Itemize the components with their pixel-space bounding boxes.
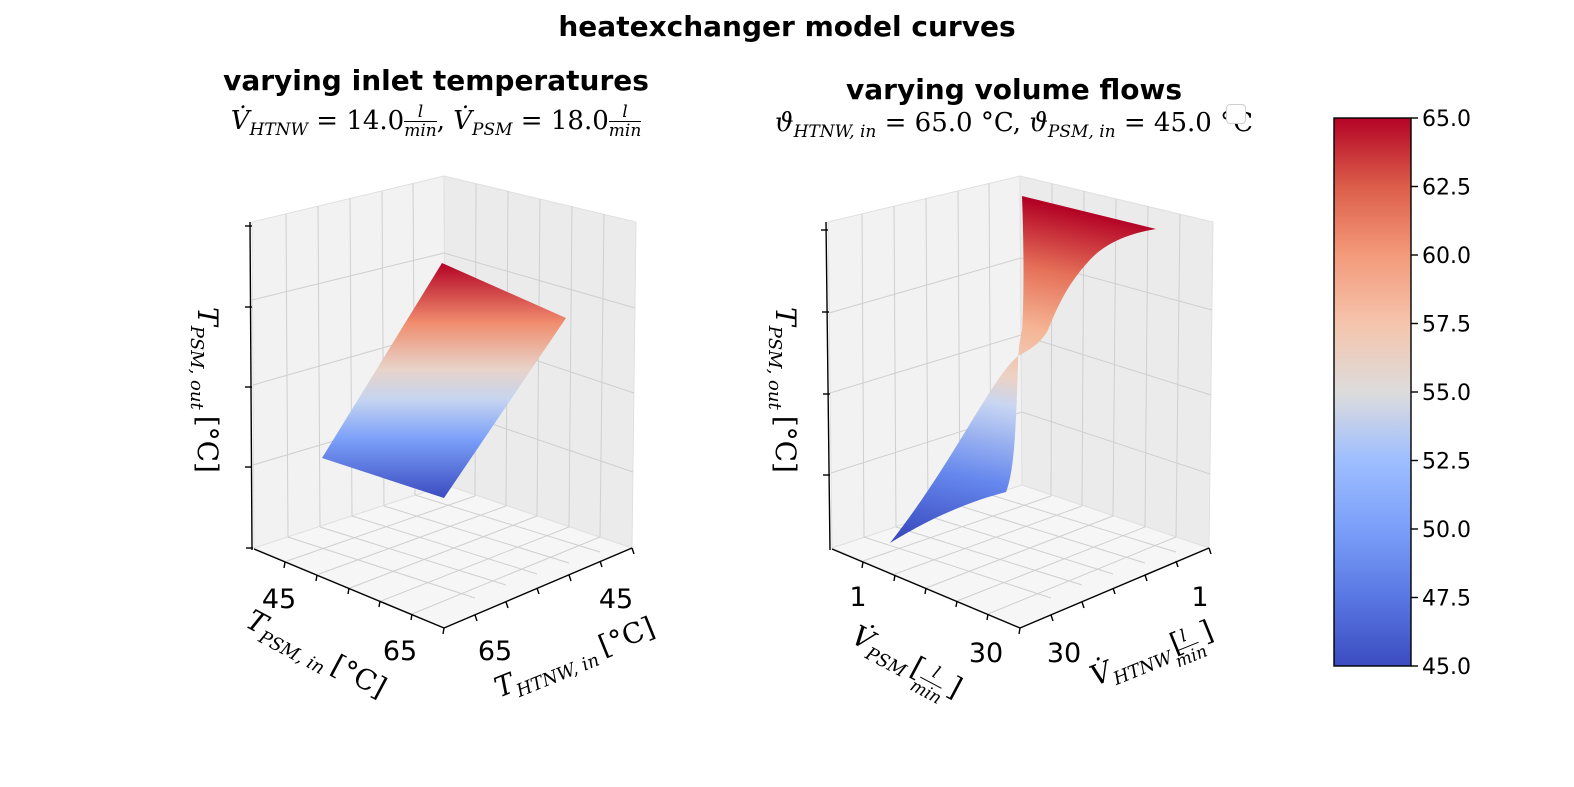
- colorbar: 65.0 62.5 60.0 57.5 55.0 52.5 50.0 47.5 45.0: [1333, 107, 1471, 680]
- p2-x-axis-line: [1019, 547, 1210, 629]
- p1-xtick-65: 65: [478, 636, 512, 667]
- p1-xlabel: THTNW, in[°C]: [490, 610, 661, 709]
- colorbar-tick-label: 55.0: [1422, 381, 1471, 406]
- colorbar-tick-label: 47.5: [1422, 587, 1471, 612]
- colorbar-tick-label: 45.0: [1422, 655, 1471, 680]
- p1-v2-unit: l min: [608, 102, 642, 141]
- colorbar-tick-label: 62.5: [1422, 176, 1471, 201]
- p1-zlabel: TPSM, out[°C]: [186, 307, 224, 473]
- colorbar-tick-label: 65.0: [1422, 107, 1471, 132]
- p1-ticks: [245, 225, 635, 635]
- p1-ytick-45: 45: [262, 584, 296, 615]
- svg-text:l: l: [929, 663, 943, 683]
- figure-title: heatexchanger model curves: [558, 10, 1016, 43]
- colorbar-tick-label: 57.5: [1422, 313, 1471, 338]
- p2-z-axis-line: [825, 221, 831, 551]
- panel1-axes: 45 65 65 45 TPSM, out[°C] TPSM, in[°C] T…: [186, 175, 661, 709]
- svg-text:min: min: [907, 676, 945, 709]
- p1-v2-val: = 18.0: [512, 106, 609, 136]
- p2-xlabel: V̇HTNW[ l min ]: [1085, 614, 1217, 698]
- p2-sep: ,: [1012, 108, 1030, 138]
- colorbar-tick-label: 52.5: [1422, 450, 1471, 475]
- panel2-title: varying volume flows: [846, 73, 1182, 106]
- p1-xtick-45: 45: [599, 584, 633, 615]
- p2-v1-val: = 65.0 °C: [876, 108, 1013, 138]
- panel1-subtitle: V̇HTNW = 14.0 l min, V̇PSM = 18.0 l min: [186, 104, 686, 140]
- p1-v1-unit: l min: [404, 102, 437, 141]
- svg-text:]: ]: [943, 670, 968, 704]
- colorbar-tick-label: 60.0: [1422, 244, 1471, 269]
- p2-ytick-1: 1: [849, 582, 866, 613]
- colorbar-tick-label: 50.0: [1422, 518, 1471, 543]
- empty-legend-box: [1226, 104, 1246, 124]
- panel1-title: varying inlet temperatures: [223, 64, 649, 97]
- p1-ytick-65: 65: [383, 636, 417, 667]
- p1-v2-name: V̇: [453, 106, 473, 136]
- p2-surface: [890, 196, 1156, 543]
- p2-ticks: [821, 229, 1212, 635]
- p1-sep: ,: [436, 106, 454, 136]
- p2-v1-sub: HTNW, in: [793, 122, 877, 143]
- colorbar-gradient: [1333, 117, 1412, 667]
- p2-v2-name: ϑ: [1029, 108, 1048, 138]
- p2-xtick-30: 30: [1047, 638, 1081, 669]
- p2-v2-sub: PSM, in: [1047, 122, 1116, 143]
- svg-text:V̇HTNW[: V̇HTNW[: [1085, 626, 1189, 698]
- p2-v1-name: ϑ: [775, 108, 794, 138]
- p1-surface: [322, 263, 566, 498]
- p2-zlabel: TPSM, out[°C]: [764, 307, 802, 473]
- p1-v1-sub: HTNW: [249, 120, 308, 141]
- p1-v1-val: = 14.0: [308, 106, 405, 136]
- p1-z-axis-line: [249, 221, 253, 551]
- colorbar-ticks: 65.0 62.5 60.0 57.5 55.0 52.5 50.0 47.5 45.0: [1411, 107, 1471, 680]
- p1-ylabel: TPSM, in[°C]: [239, 603, 392, 709]
- p1-v2-sub: PSM: [472, 120, 513, 141]
- panel2-axes: 1 30 30 1 TPSM, out[°C] V̇PSM[ l min ] V…: [764, 175, 1218, 709]
- p2-ylabel: V̇PSM[ l min ]: [846, 619, 968, 709]
- p1-v1-name: V̇: [230, 106, 250, 136]
- p2-xtick-1: 1: [1191, 582, 1208, 613]
- p2-ytick-30: 30: [969, 638, 1003, 669]
